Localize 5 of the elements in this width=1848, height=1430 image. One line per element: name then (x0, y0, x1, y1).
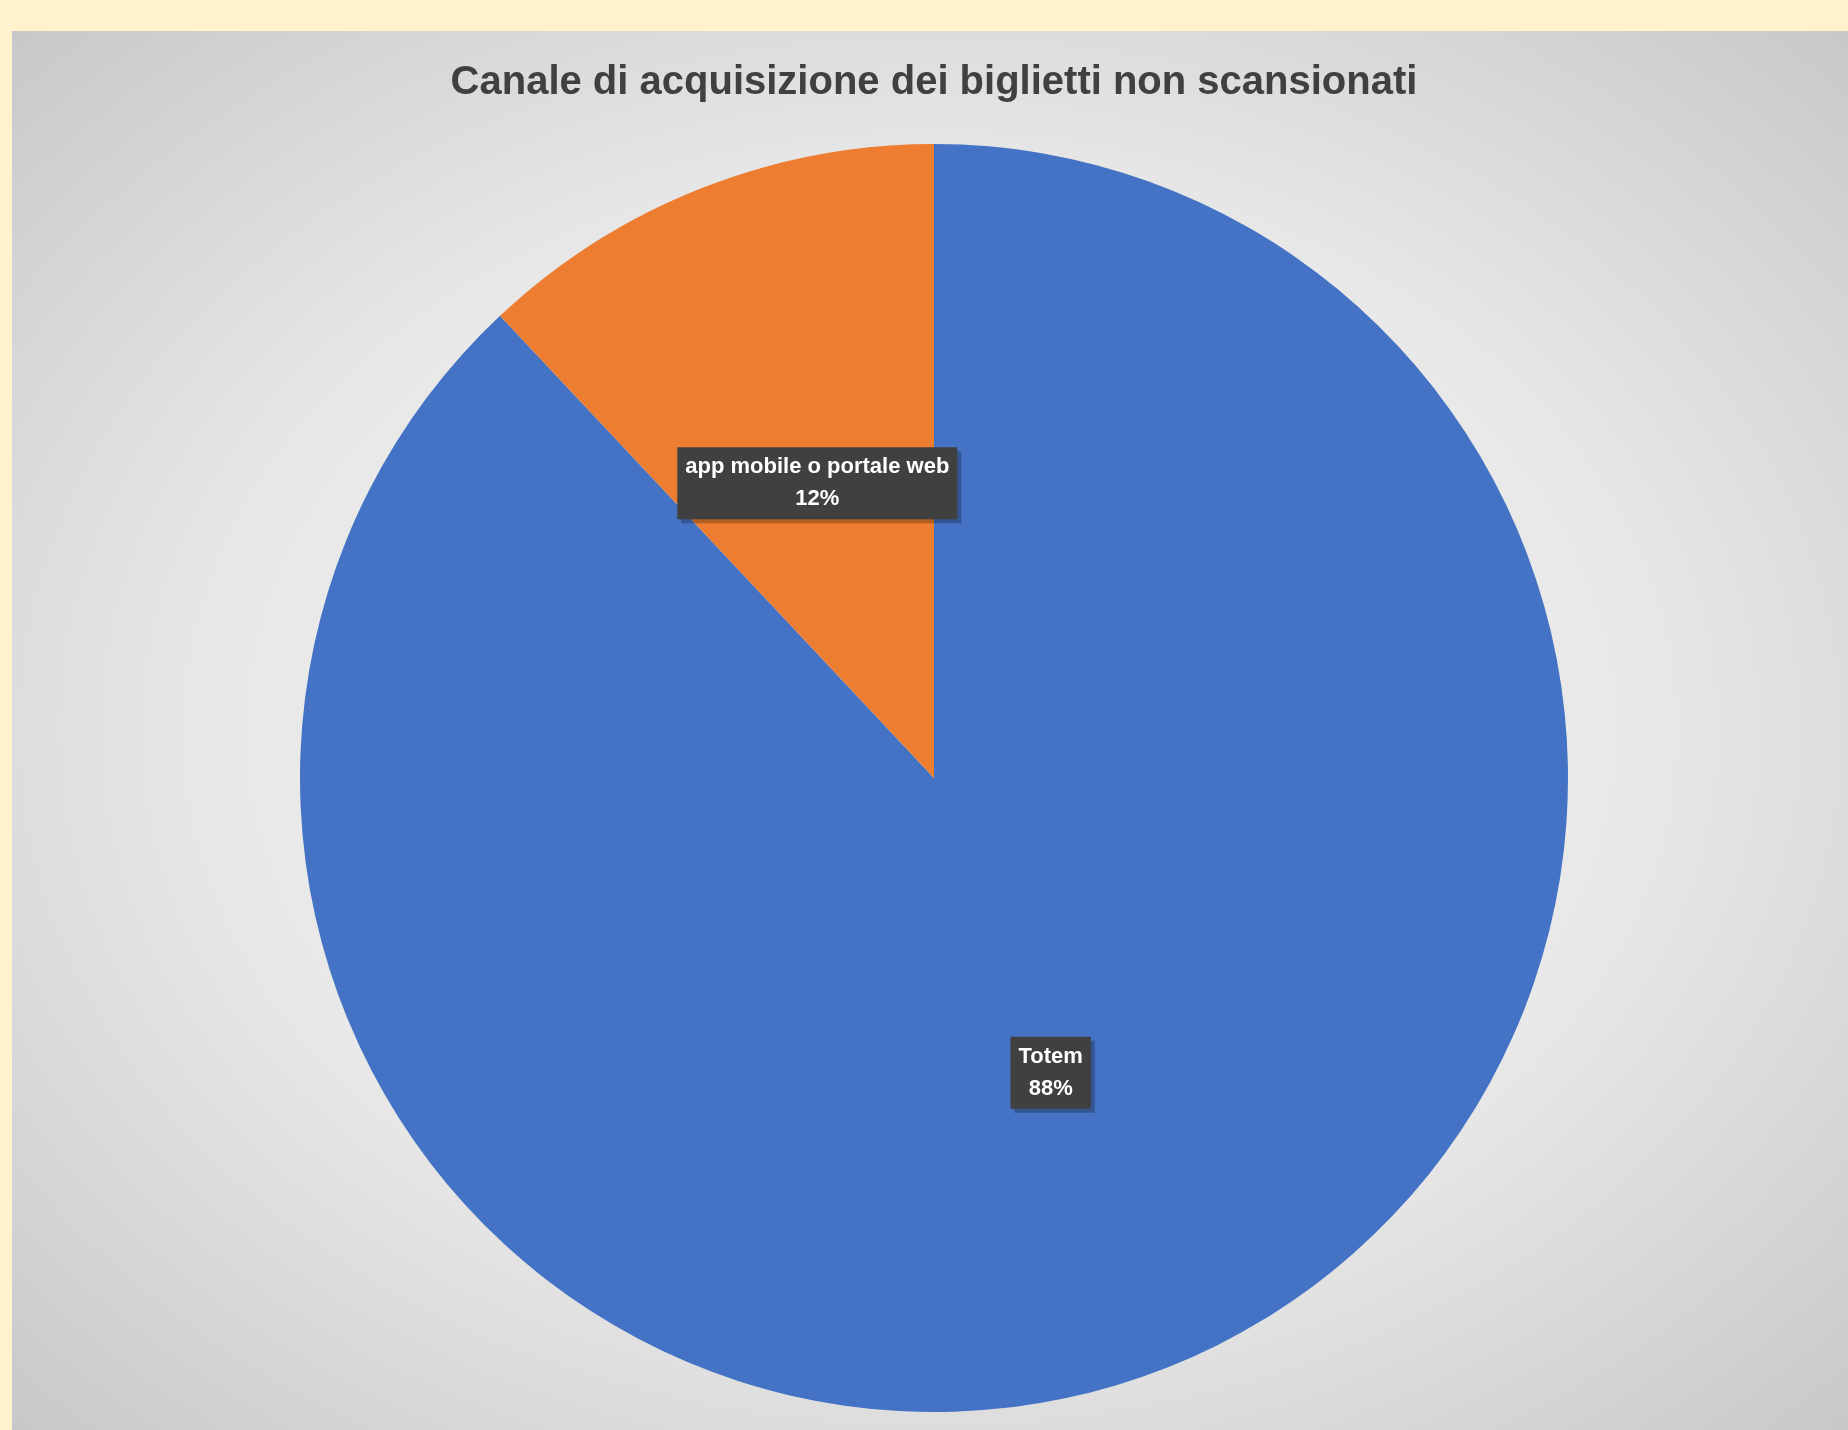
data-label: 12% (795, 485, 840, 511)
slice-label: Totem (1018, 1042, 1083, 1068)
slice-label: app mobile o portale web (685, 453, 950, 479)
data-label: 88% (1028, 1074, 1073, 1100)
chart-title: Canale di acquisizione dei biglietti non scansionati (450, 58, 1418, 103)
